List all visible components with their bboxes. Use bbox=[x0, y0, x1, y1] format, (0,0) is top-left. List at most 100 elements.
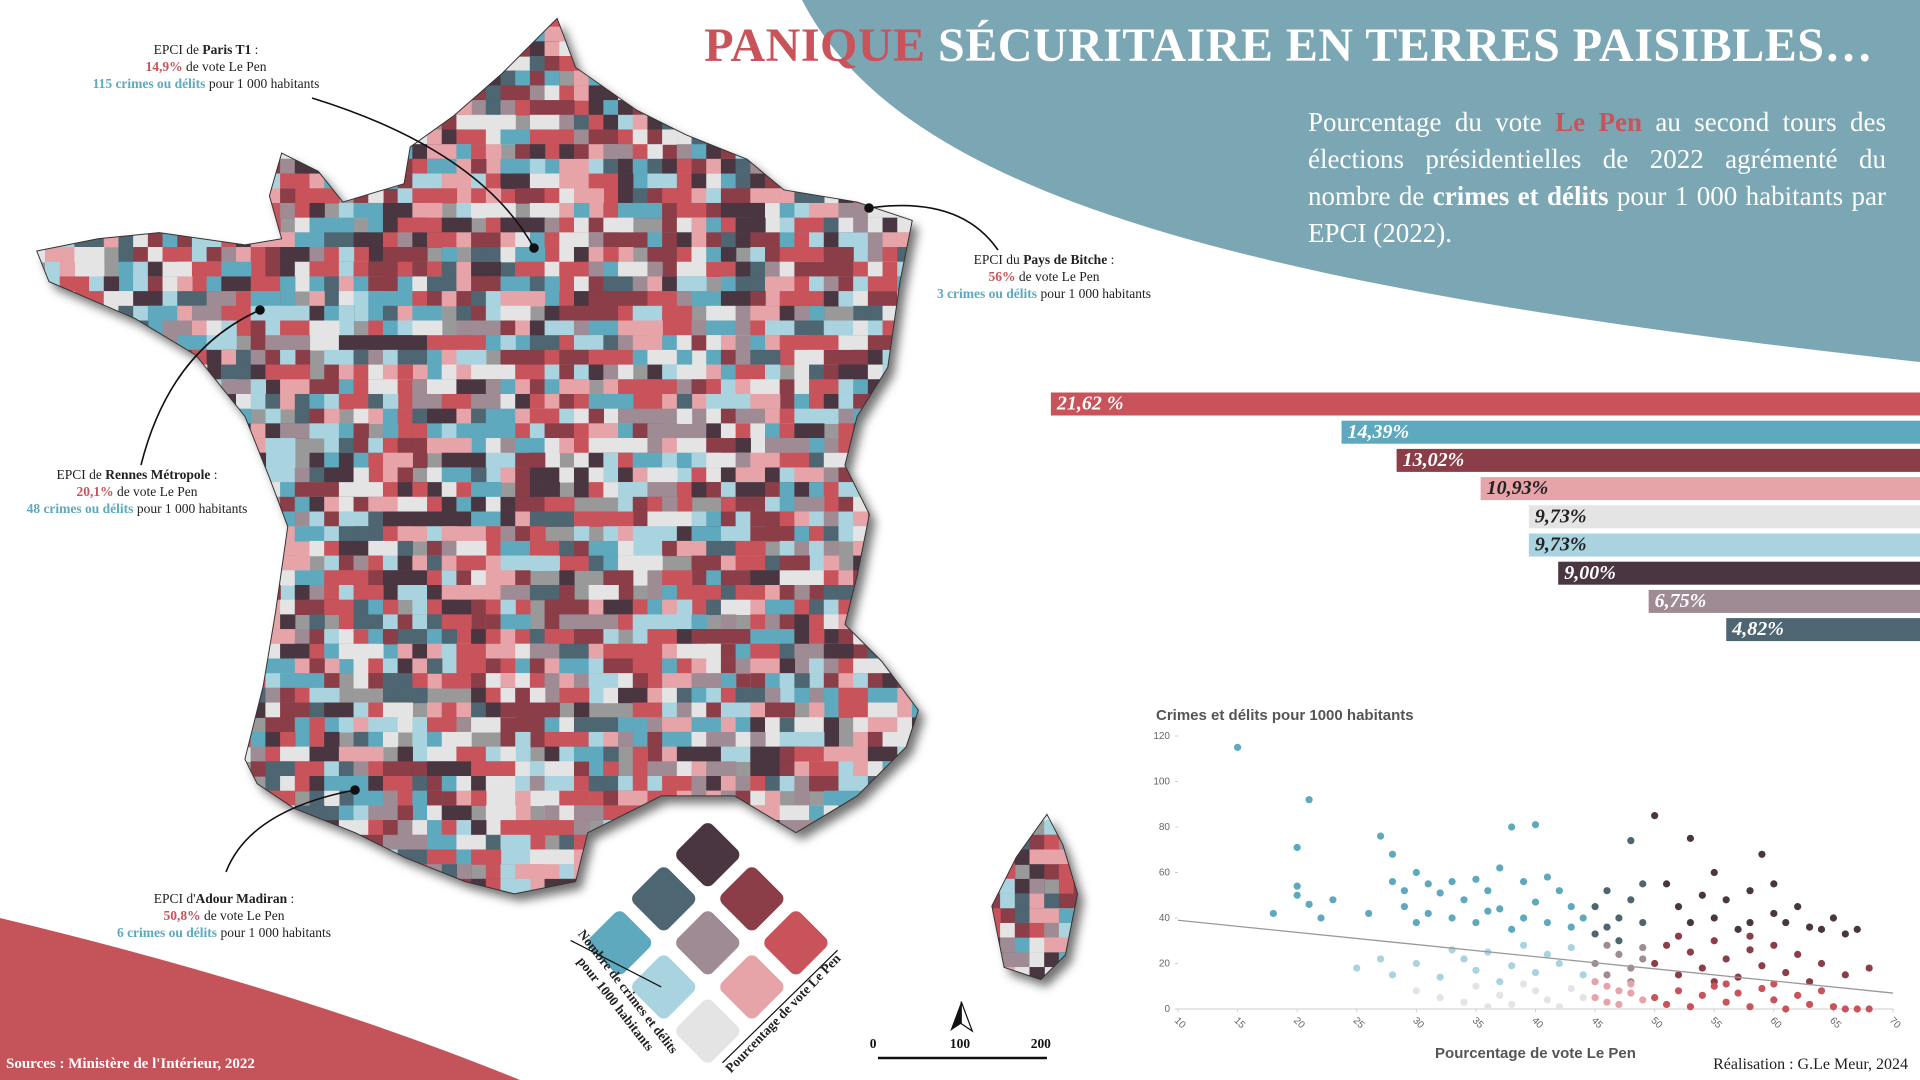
map-area bbox=[1089, 438, 1104, 453]
scatter-point bbox=[1496, 991, 1504, 999]
legend-cell bbox=[676, 911, 740, 975]
map-area bbox=[338, 511, 369, 527]
map-area bbox=[441, 56, 487, 87]
map-area bbox=[853, 658, 898, 674]
map-area bbox=[853, 629, 869, 645]
map-area bbox=[133, 629, 178, 645]
map-area bbox=[294, 114, 311, 131]
map-area bbox=[74, 643, 120, 674]
map-area bbox=[647, 423, 678, 439]
map-area bbox=[441, 731, 472, 748]
map-area bbox=[118, 114, 149, 145]
map-area bbox=[956, 379, 1001, 410]
map-area bbox=[441, 496, 458, 513]
scatter-point bbox=[1531, 898, 1540, 906]
map-area bbox=[36, 408, 61, 424]
map-area bbox=[882, 320, 898, 336]
scatter-point bbox=[1603, 941, 1611, 949]
map-area bbox=[588, 555, 604, 571]
map-area bbox=[603, 658, 634, 674]
map-area bbox=[456, 129, 487, 145]
map-area bbox=[74, 731, 105, 748]
map-area bbox=[573, 717, 619, 733]
map-area bbox=[294, 18, 325, 28]
map-area bbox=[45, 114, 76, 145]
map-area bbox=[118, 349, 134, 380]
map-area bbox=[882, 408, 928, 439]
map-area bbox=[103, 129, 149, 160]
map-area bbox=[544, 70, 560, 87]
map-area bbox=[45, 393, 90, 424]
scatter-point bbox=[1674, 932, 1683, 940]
map-area bbox=[882, 878, 898, 909]
map-area bbox=[867, 687, 898, 704]
scatter-point bbox=[1770, 909, 1778, 918]
map-area bbox=[1073, 702, 1078, 733]
map-area bbox=[1089, 967, 1118, 996]
map-area bbox=[867, 805, 884, 821]
map-area bbox=[221, 202, 267, 233]
map-area bbox=[456, 922, 472, 939]
map-area bbox=[956, 761, 972, 777]
map-area bbox=[162, 423, 193, 454]
scatter-point bbox=[1770, 880, 1778, 888]
map-area bbox=[1000, 202, 1045, 233]
map-area bbox=[1058, 673, 1075, 689]
map-area bbox=[36, 438, 61, 454]
map-area bbox=[89, 702, 134, 733]
map-area bbox=[926, 805, 942, 821]
map-area bbox=[573, 305, 590, 322]
map-area bbox=[45, 849, 76, 865]
map-area bbox=[368, 761, 384, 777]
map-area bbox=[1073, 305, 1078, 336]
map-area bbox=[779, 85, 825, 101]
map-area bbox=[59, 114, 105, 131]
scatter-point bbox=[1579, 971, 1587, 979]
map-area bbox=[809, 100, 840, 116]
map-area bbox=[603, 232, 649, 248]
map-area bbox=[515, 952, 531, 968]
map-area bbox=[206, 599, 252, 616]
map-area bbox=[956, 570, 972, 586]
map-area bbox=[750, 349, 781, 366]
map-area bbox=[706, 731, 737, 748]
map-area bbox=[1014, 423, 1060, 454]
map-area bbox=[911, 893, 942, 909]
subtitle-part: crimes et délits bbox=[1432, 181, 1609, 211]
map-area bbox=[911, 864, 928, 880]
map-area bbox=[191, 746, 208, 762]
map-area bbox=[338, 114, 384, 131]
map-area bbox=[1029, 482, 1060, 498]
map-area bbox=[471, 790, 487, 807]
map-area bbox=[809, 776, 840, 792]
map-area bbox=[45, 261, 61, 278]
map-area bbox=[1073, 967, 1078, 980]
map-area bbox=[516, 982, 560, 1011]
map-area bbox=[397, 952, 428, 980]
scatter-point bbox=[1388, 878, 1397, 886]
map-area bbox=[720, 746, 751, 762]
map-area bbox=[221, 820, 252, 851]
map-area bbox=[89, 746, 105, 777]
map-area bbox=[177, 393, 208, 410]
map-area bbox=[676, 820, 693, 836]
map-area bbox=[1000, 834, 1016, 851]
map-area bbox=[1089, 629, 1118, 658]
map-area bbox=[897, 922, 942, 953]
map-area bbox=[471, 452, 487, 469]
map-area bbox=[750, 790, 766, 807]
scatter-point bbox=[1484, 887, 1492, 895]
map-area bbox=[867, 452, 913, 469]
map-area bbox=[676, 41, 707, 72]
map-area bbox=[735, 834, 766, 851]
map-area bbox=[265, 18, 296, 28]
map-area bbox=[911, 173, 942, 204]
leader-dot bbox=[529, 243, 539, 253]
map-area bbox=[133, 864, 164, 880]
scatter-point bbox=[1519, 941, 1528, 949]
scatter-point bbox=[1639, 955, 1647, 963]
map-area bbox=[632, 643, 663, 660]
map-area bbox=[897, 364, 942, 380]
map-area bbox=[1058, 790, 1078, 821]
map-area bbox=[280, 18, 311, 28]
